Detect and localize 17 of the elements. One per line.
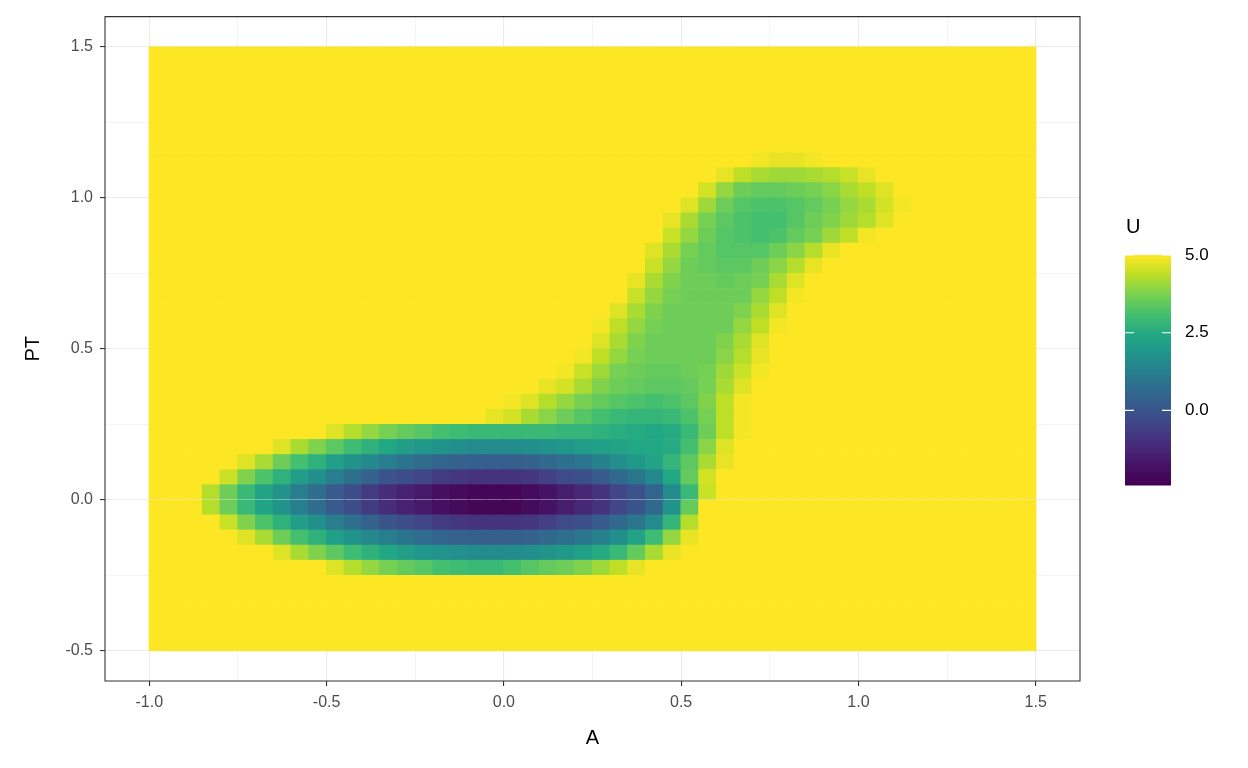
y-tick-label: 0.5 — [70, 339, 94, 357]
color-bar-label: 5.0 — [1185, 244, 1209, 264]
y-tick-label: 1.0 — [70, 188, 94, 206]
x-axis-title: A — [585, 725, 600, 748]
y-tick-label: 0.0 — [70, 490, 94, 508]
color-bar-label: 0.0 — [1185, 400, 1209, 420]
color-bar-label: 2.5 — [1185, 322, 1209, 342]
y-tick-label: -0.5 — [65, 641, 94, 659]
x-tick-label: -0.5 — [312, 693, 341, 711]
y-axis-title: PT — [20, 336, 43, 362]
x-tick-label: 1.0 — [847, 693, 870, 711]
y-tick-label: 1.5 — [70, 37, 94, 55]
color-bar-title: U — [1126, 214, 1141, 237]
x-tick-label: -1.0 — [135, 693, 164, 711]
x-tick-label: 1.5 — [1024, 693, 1047, 711]
x-tick-label: 0.5 — [670, 693, 693, 711]
x-tick-label: 0.0 — [492, 693, 516, 711]
